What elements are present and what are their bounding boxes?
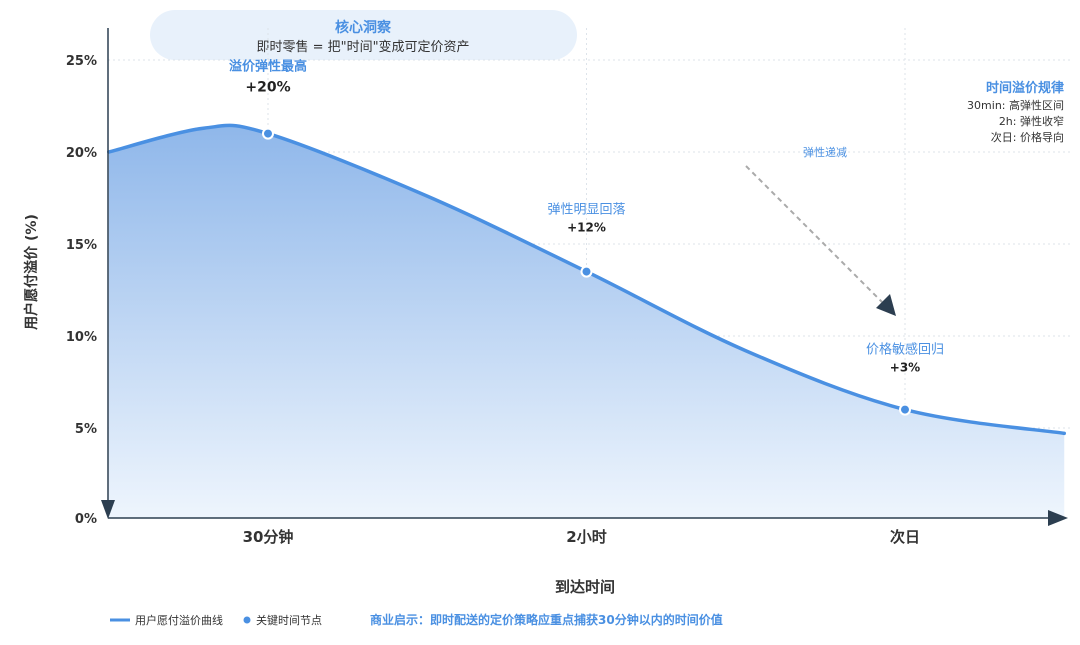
y-tick-label: 15%: [66, 238, 97, 253]
insight-box: 核心洞察 即时零售 = 把"时间"变成可定价资产: [150, 10, 577, 60]
x-tick-label: 2小时: [566, 528, 606, 546]
key-node-label: 价格敏感回归: [866, 342, 944, 358]
insight-box-bg: [150, 10, 577, 60]
trend-arrow-line: [745, 165, 883, 303]
y-tick-label: 10%: [66, 330, 97, 345]
legend-line-label: 用户愿付溢价曲线: [135, 613, 223, 627]
key-node-label: 弹性明显回落: [547, 203, 625, 218]
side-note-line-3: 次日: 价格导向: [991, 130, 1064, 144]
key-node-value: +3%: [890, 361, 920, 375]
key-node-value: +12%: [567, 221, 606, 235]
key-node-value: +20%: [245, 80, 290, 96]
side-note-line-2: 2h: 弹性收窄: [999, 114, 1064, 128]
x-tick-label: 次日: [890, 528, 920, 546]
area-fill: [108, 125, 1065, 519]
axes: [101, 28, 1068, 526]
y-axis-title: 用户愿付溢价 (%): [23, 214, 40, 330]
legend: 用户愿付溢价曲线 关键时间节点: [110, 613, 322, 627]
legend-dot-label: 关键时间节点: [256, 613, 322, 627]
key-node-label: 溢价弹性最高: [229, 59, 307, 75]
y-tick-label: 20%: [66, 146, 97, 161]
key-node-dot: [262, 127, 274, 140]
x-axis-arrow: [1048, 510, 1068, 526]
insight-title: 核心洞察: [335, 19, 392, 36]
y-tick-label: 0%: [75, 512, 97, 527]
side-note-title: 时间溢价规律: [986, 80, 1064, 96]
legend-dot-swatch: [243, 616, 251, 624]
y-tick-label: 5%: [75, 422, 97, 437]
side-note: 时间溢价规律 30min: 高弹性区间 2h: 弹性收窄 次日: 价格导向: [967, 80, 1064, 144]
key-node-dot: [580, 265, 593, 278]
key-node-dot: [899, 403, 911, 416]
y-tick-labels: 25% 20% 15% 10% 5% 0%: [66, 54, 97, 527]
trend-label: 弹性递减: [803, 145, 847, 159]
x-tick-labels: 30分钟 2小时 次日: [243, 528, 920, 546]
y-axis-arrow: [101, 500, 115, 519]
insight-text: 即时零售 = 把"时间"变成可定价资产: [256, 39, 469, 55]
y-tick-label: 25%: [66, 54, 97, 69]
trend-arrow: 弹性递减: [745, 145, 896, 316]
key-nodes: 溢价弹性最高 +20% 弹性明显回落 +12% 价格敏感回归 +3%: [229, 59, 944, 416]
premium-curve-line: [107, 123, 1066, 436]
footer-insight: 商业启示：即时配送的定价策略应重点捕获30分钟以内的时间价值: [370, 612, 723, 627]
x-tick-label: 30分钟: [243, 528, 294, 546]
trend-arrow-head: [876, 294, 896, 316]
side-note-line-1: 30min: 高弹性区间: [967, 98, 1064, 112]
x-axis-title: 到达时间: [555, 578, 615, 596]
